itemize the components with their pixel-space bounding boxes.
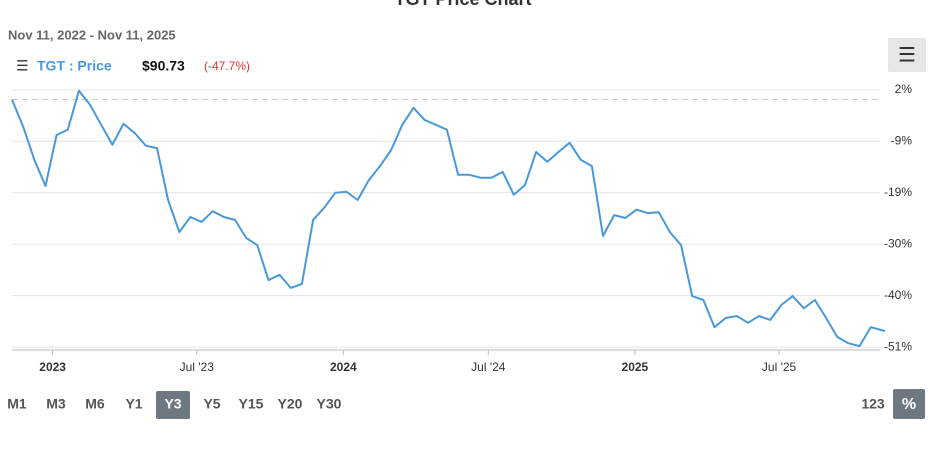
y-tick-label: -30% [884,236,912,250]
range-button[interactable]: Y15 [239,396,264,412]
mode-button[interactable]: % [902,396,916,413]
y-tick-label: 2% [895,82,913,96]
range-button[interactable]: Y3 [164,396,181,412]
y-tick-label: -51% [884,339,912,353]
x-tick-label: 2024 [330,360,357,374]
y-tick-label: -9% [891,133,913,147]
range-button[interactable]: M6 [85,396,105,412]
x-tick-label: 2023 [39,360,66,374]
price-line [11,89,886,348]
range-button[interactable]: Y5 [203,396,220,412]
range-button[interactable]: M1 [7,396,27,412]
menu-button[interactable] [888,38,926,72]
legend-change: (-47.7%) [204,59,250,73]
subtitle: Nov 11, 2022 - Nov 11, 2025 [8,27,176,42]
legend-entry[interactable]: TGT : Price [37,58,112,74]
y-tick-label: -40% [884,288,912,302]
y-tick-label: -19% [884,185,912,199]
range-button-bg[interactable] [156,391,190,419]
legend-price: $90.73 [142,58,185,74]
x-tick-label: Jul '23 [180,360,215,374]
range-button[interactable]: Y20 [278,396,303,412]
mode-button-bg[interactable] [893,389,925,419]
mode-button[interactable]: 123 [861,396,885,412]
x-tick-label: 2025 [622,360,649,374]
range-button[interactable]: M3 [46,396,66,412]
range-button[interactable]: Y30 [317,396,342,412]
range-button[interactable]: Y1 [125,396,142,412]
legend-icon: ☰ [16,58,29,74]
chart-title: TGT Price Chart [394,0,531,9]
x-tick-label: Jul '25 [762,360,797,374]
x-tick-label: Jul '24 [471,360,506,374]
menu-icon: ☰ [898,44,916,66]
